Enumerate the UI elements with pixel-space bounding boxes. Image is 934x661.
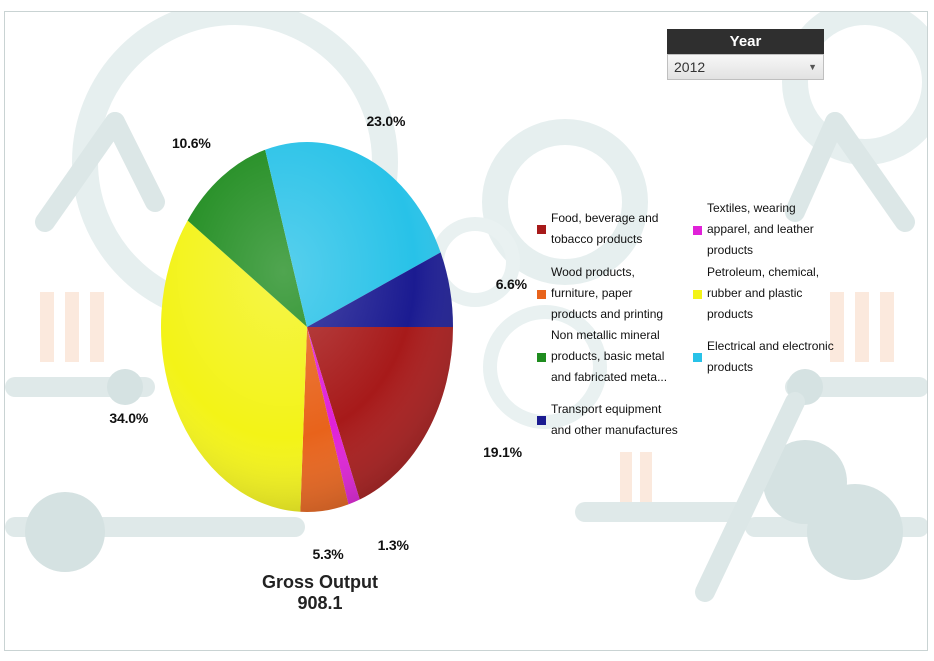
pie-slices (160, 141, 453, 513)
slice-label-wood: 5.3% (312, 546, 344, 563)
industrial-background (5, 12, 927, 602)
legend-swatch-petroleum (693, 290, 702, 299)
legend-swatch-food (537, 225, 546, 234)
orange-bar-decoration (90, 292, 104, 362)
legend-swatch-nonmetal (537, 353, 546, 362)
legend-label-line: apparel, and leather (707, 222, 814, 236)
gear-outline-icon (482, 119, 648, 285)
orange-bar-decoration (830, 292, 844, 362)
year-filter: Year 2012 ▼ (667, 29, 824, 80)
slice-label-textiles: 1.3% (377, 536, 409, 553)
legend-label-line: Transport equipment (551, 402, 662, 416)
legend-label-line: products (707, 360, 754, 374)
legend-label-line: rubber and plastic (707, 286, 803, 300)
legend-label-line: tobacco products (551, 232, 643, 246)
legend-label-line: products and printing (551, 307, 664, 321)
orange-bar-decoration (65, 292, 79, 362)
chart-panel: 19.1% 1.3% 5.3% 34.0% 10.6% 23.0% 6.6% Gross O… (4, 11, 928, 651)
slice-label-transport: 6.6% (495, 276, 527, 293)
legend-swatch-transport (537, 416, 546, 425)
orange-bar-decoration (640, 452, 652, 502)
orange-bar-decoration (880, 292, 894, 362)
year-select[interactable]: 2012 ▼ (667, 54, 824, 80)
robot-arm-icon (825, 112, 915, 232)
orange-bar-decoration (855, 292, 869, 362)
robot-arm-icon (35, 112, 125, 232)
robot-arm-icon (785, 112, 845, 222)
legend-label-nonmetal: Non metallic mineral products, basic meta… (551, 325, 683, 388)
legend-label-line: products (707, 243, 754, 257)
legend-label-textiles: Textiles, wearing apparel, and leather pro… (707, 198, 839, 261)
legend-label-line: Food, beverage and (551, 211, 659, 225)
slice-label-food: 19.1% (483, 443, 522, 460)
legend-label-line: products, basic metal (551, 349, 665, 363)
legend-label-transport: Transport equipment and other manufacture… (551, 399, 683, 441)
gross-output-summary: Gross Output 908.1 (230, 572, 410, 614)
legend-label-food: Food, beverage and tobacco products (551, 208, 683, 250)
gear-icon (25, 492, 105, 572)
legend-label-wood: Wood products, furniture, paper products a… (551, 262, 683, 325)
orange-bar-decoration (620, 452, 632, 502)
legend-swatch-electrical (693, 353, 702, 362)
gear-icon (107, 369, 143, 405)
slice-label-nonmetal: 10.6% (171, 135, 211, 152)
gross-output-label: Gross Output (262, 572, 378, 592)
legend-label-line: products (707, 307, 754, 321)
legend-label-line: furniture, paper (551, 286, 633, 300)
slice-label-electrical: 23.0% (366, 113, 406, 130)
chevron-down-icon[interactable]: ▼ (808, 62, 817, 72)
conveyor-belt (575, 502, 745, 522)
legend-swatch-textiles (693, 226, 702, 235)
legend-label-line: Textiles, wearing (707, 201, 796, 215)
year-filter-title: Year (667, 29, 824, 54)
pie-chart (160, 141, 453, 513)
legend-label-line: Electrical and electronic (707, 339, 834, 353)
slice-label-petroleum: 34.0% (109, 410, 149, 427)
legend-label-line: Petroleum, chemical, (707, 265, 820, 279)
orange-bar-decoration (40, 292, 54, 362)
legend-swatch-wood (537, 290, 546, 299)
legend-label-line: Non metallic mineral (551, 328, 660, 342)
gross-output-value: 908.1 (297, 593, 343, 613)
legend-label-petroleum: Petroleum, chemical, rubber and plastic pr… (707, 262, 839, 325)
year-select-value: 2012 (674, 59, 706, 75)
legend-label-line: and other manufactures (551, 423, 678, 437)
robot-arm-icon (105, 112, 165, 212)
robot-arm-icon (695, 392, 805, 602)
legend-label-line: Wood products, (551, 265, 635, 279)
legend-label-line: and fabricated meta... (551, 370, 668, 384)
legend-label-electrical: Electrical and electronic products (707, 336, 839, 378)
gear-icon (807, 484, 903, 580)
